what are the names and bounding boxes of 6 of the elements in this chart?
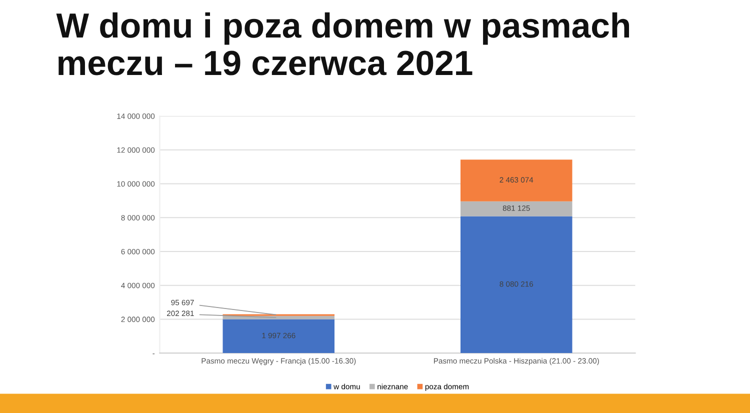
bar [222, 319, 334, 354]
bar [460, 216, 572, 354]
chart-title: W domu i poza domem w pasmach meczu – 19 czerwca 2021 [56, 12, 630, 76]
bar [460, 201, 572, 216]
bar [460, 160, 572, 202]
bar [222, 316, 334, 320]
